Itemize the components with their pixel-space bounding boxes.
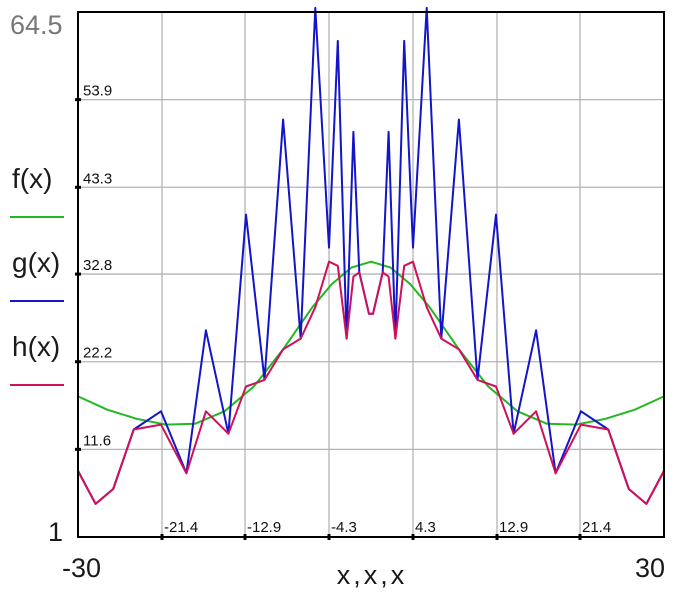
legend-label-1: f(x) [12,163,52,194]
axis-labels: -21.4 -12.9 -4.3 4.3 12.9 21.4 11.6 22.2 32.8 43.… [83,83,611,536]
plot-frame [77,11,665,538]
grid-lines [78,12,664,537]
y-tick-label: 43.3 [83,170,112,187]
x-tick-label: 21.4 [582,519,611,536]
legend: f(x) g(x) h(x) [10,163,64,386]
y-tick-label: 11.6 [83,432,111,449]
x-axis-title: x,x,x [337,560,408,590]
series-line-3 [77,260,665,505]
y-min-label: 1 [48,517,63,547]
x-min-label: -30 [62,553,101,583]
x-tick-label: 4.3 [415,519,436,536]
x-tick-label: -12.9 [247,519,281,536]
series-lines [77,6,665,505]
x-max-label: 30 [635,553,665,583]
legend-label-2: g(x) [12,247,60,278]
y-max-label: 64.5 [10,10,63,40]
legend-label-3: h(x) [12,331,60,362]
y-tick-label: 32.8 [83,257,112,274]
x-tick-label: -4.3 [331,519,357,536]
series-line-1 [77,260,665,426]
y-tick-label: 53.9 [83,83,112,100]
x-tick-label: 12.9 [499,519,528,536]
x-tick-label: -21.4 [164,519,198,536]
y-tick-label: 22.2 [83,345,112,362]
